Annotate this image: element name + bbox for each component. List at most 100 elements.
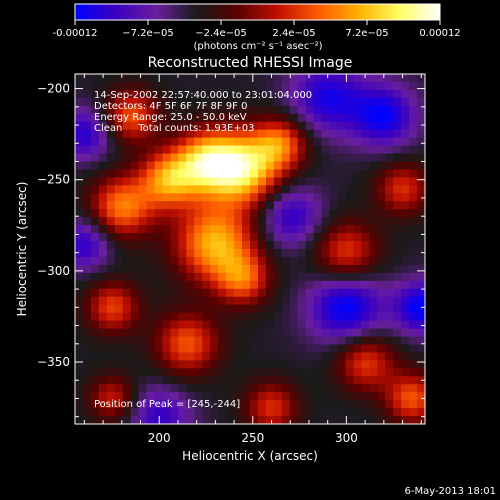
heatmap-cell [138,344,148,353]
heatmap-cell [178,272,187,282]
heatmap-cell [385,113,394,123]
heatmap-cell [178,201,187,210]
heatmap-cell [154,400,164,409]
heatmap-cell [313,400,323,409]
heatmap-cell [305,233,315,242]
heatmap-cell [82,74,92,83]
heatmap-cell [321,376,331,385]
heatmap-cell [202,280,211,290]
heatmap-cell [130,105,140,115]
heatmap-cell [154,256,164,266]
heatmap-cell [226,161,235,171]
heatmap-cell [130,272,140,282]
heatmap-cell [265,81,275,91]
heatmap-cell [250,169,259,178]
heatmap-cell [409,328,418,338]
heatmap-cell [82,97,92,107]
heatmap-cell [170,129,179,139]
heatmap-cell [369,74,378,83]
heatmap-cell [138,129,148,139]
heatmap-cell [385,376,394,385]
heatmap-cell [170,320,179,330]
heatmap-cell [154,153,164,163]
heatmap-cell [186,304,195,314]
heatmap-cell [130,225,140,234]
heatmap-cell [170,177,179,186]
heatmap-cell [242,97,251,107]
heatmap-cell [178,105,187,115]
heatmap-cell [146,74,156,83]
heatmap-cell [361,416,370,424]
heatmap-cell [202,121,211,131]
heatmap-cell [305,376,315,385]
heatmap-cell [345,233,354,242]
heatmap-cell [146,225,156,234]
heatmap-cell [122,376,132,385]
heatmap-cell [82,249,92,258]
heatmap-cell [130,74,140,83]
colorbar-tick-label-3: 2.4e−05 [272,28,315,39]
heatmap-cell [297,193,307,202]
heatmap-cell [170,400,179,409]
heatmap-cell [226,312,235,322]
heatmap-cell [377,137,386,147]
heatmap-cell [281,368,291,377]
heatmap-cell [114,336,124,346]
heatmap-cell [305,89,315,99]
heatmap-cell [218,225,227,234]
heatmap-cell [82,145,92,155]
heatmap-cell [393,344,402,353]
heatmap-cell [226,129,235,139]
heatmap-cell [114,264,124,274]
heatmap-cell [170,105,179,115]
heatmap-cell [265,328,275,338]
heatmap-cell [361,336,370,346]
heatmap-cell [162,249,172,258]
heatmap-cell [234,384,243,393]
heatmap-cell [385,296,394,306]
heatmap-cell [210,161,219,171]
heatmap-cell [186,137,195,147]
heatmap-cell [114,81,124,91]
heatmap-cell [281,344,291,353]
heatmap-cell [178,209,187,218]
heatmap-cell [281,97,291,107]
heatmap-cell [242,201,251,210]
heatmap-cell [329,121,339,131]
heatmap-cell [321,272,331,282]
heatmap-cell [313,137,323,147]
heatmap-cell [257,233,267,242]
heatmap-cell [417,185,425,194]
heatmap-cell [218,328,227,338]
heatmap-cell [257,137,267,147]
heatmap-cell [234,368,243,377]
heatmap-cell [265,304,275,314]
heatmap-cell [337,368,347,377]
heatmap-cell [178,264,187,274]
heatmap-cell [202,153,211,163]
heatmap-cell [409,74,418,83]
heatmap-cell [409,360,418,369]
heatmap-cell [162,352,172,361]
heatmap-cell [90,225,100,234]
heatmap-cell [106,400,116,409]
heatmap-cell [401,288,410,298]
heatmap-cell [401,137,410,147]
heatmap-cell [90,280,100,290]
heatmap-cell [273,209,283,218]
heatmap-cell [170,344,179,353]
heatmap-cell [138,161,148,171]
heatmap-cell [130,121,140,131]
heatmap-cell [114,74,124,83]
heatmap-cell [106,225,116,234]
heatmap-cell [257,312,267,322]
heatmap-cell [257,384,267,393]
heatmap-cell [361,296,370,306]
heatmap-cell [234,400,243,409]
heatmap-cell [242,368,251,377]
heatmap-cell [289,74,299,83]
heatmap-cell [385,304,394,314]
heatmap-cell [146,153,156,163]
heatmap-cell [122,161,132,171]
heatmap-cell [265,137,275,147]
